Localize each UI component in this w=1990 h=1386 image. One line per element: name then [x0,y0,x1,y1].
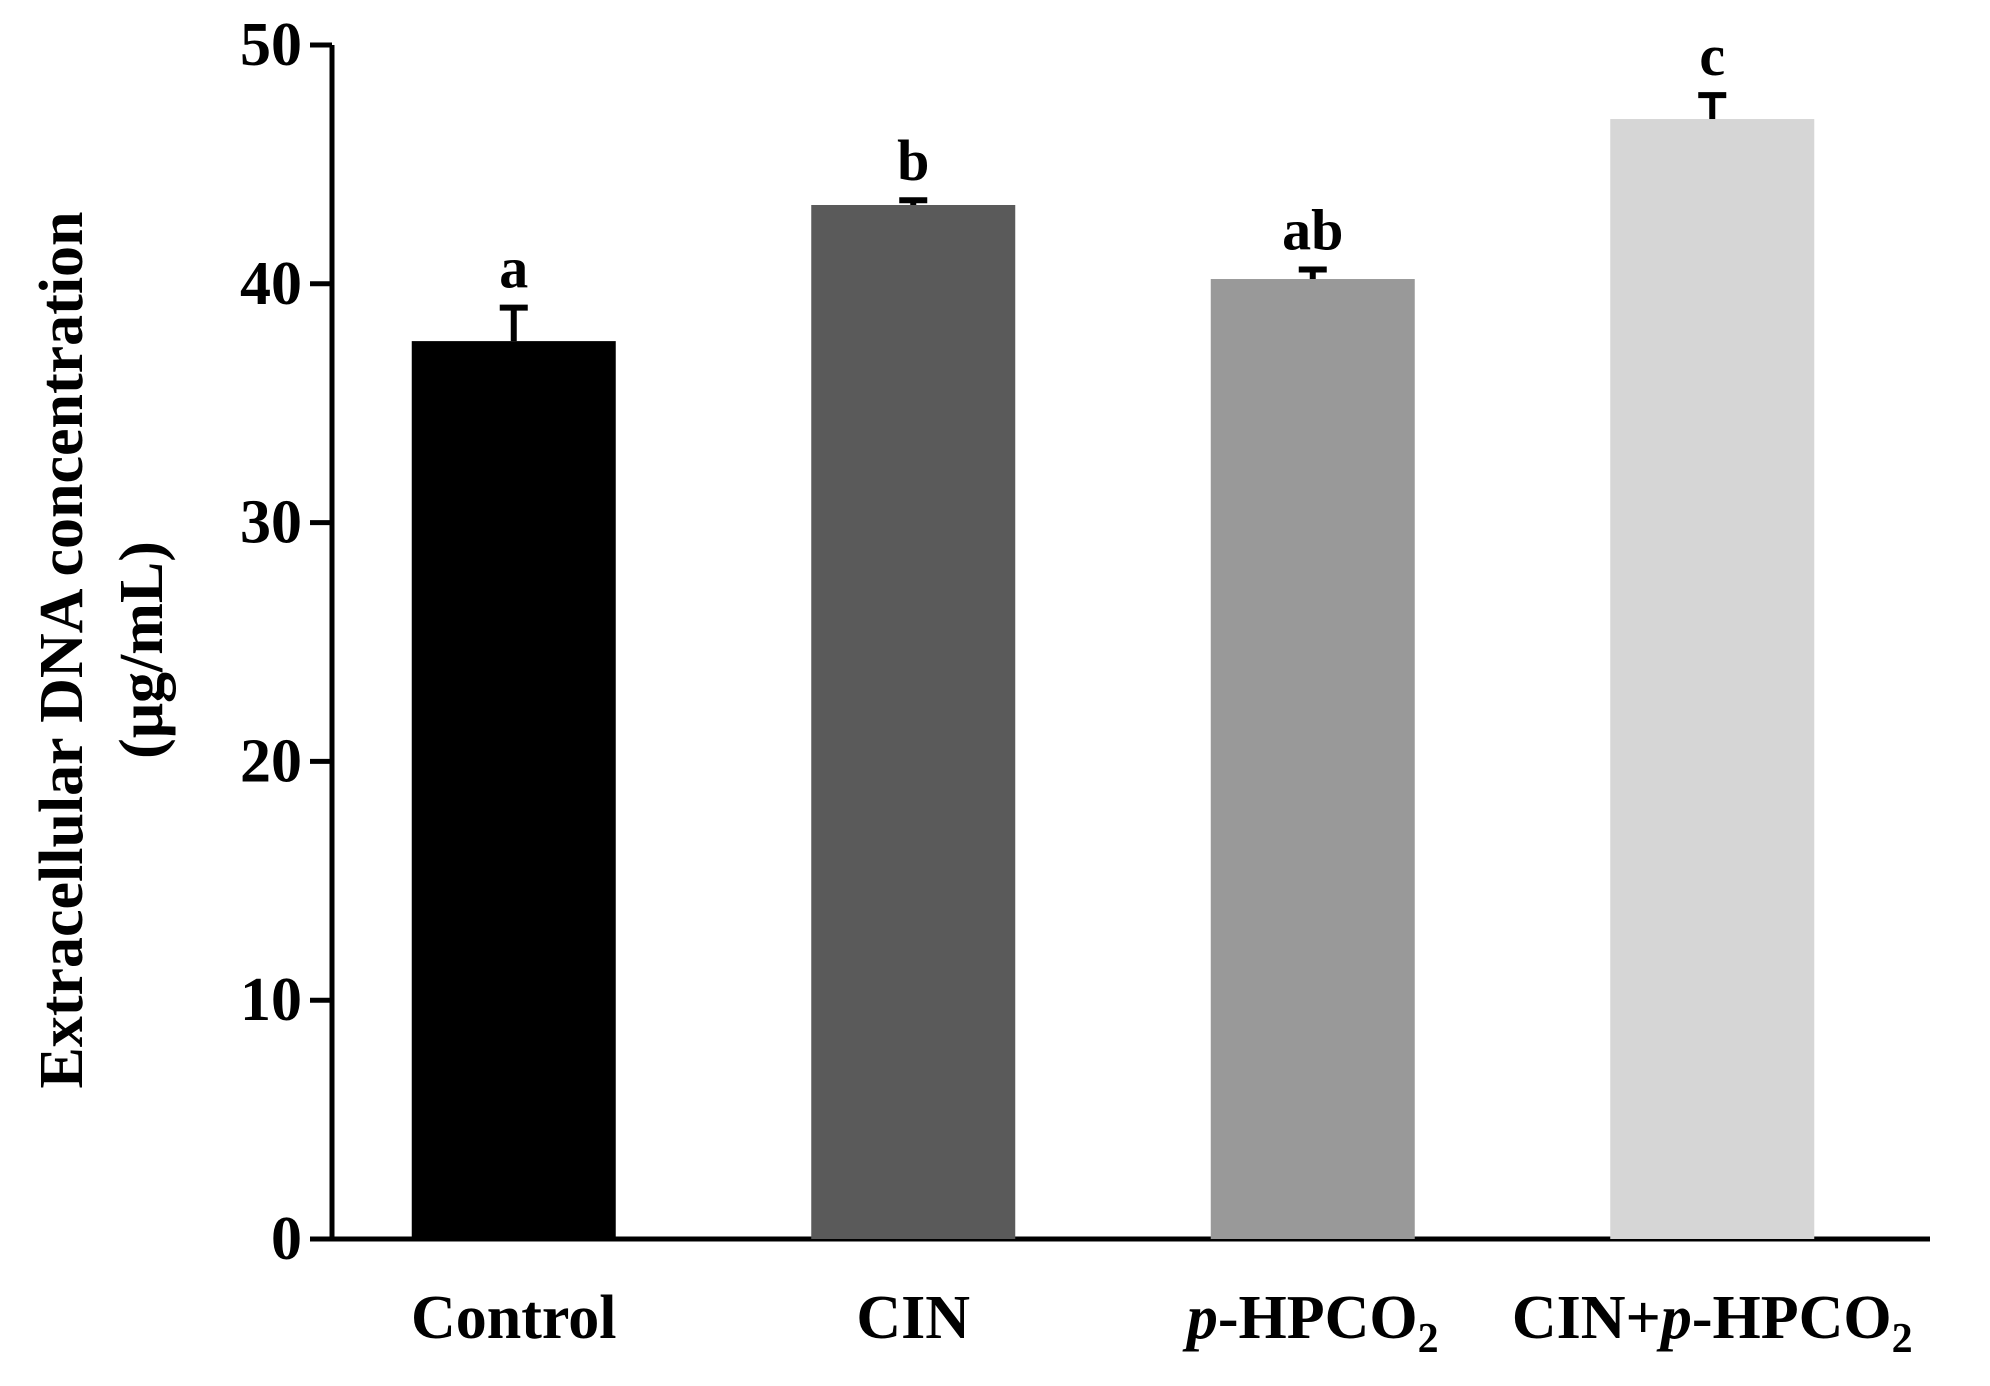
y-tick-label: 10 [240,966,302,1034]
significance-cin-p-hpco2: c [1699,23,1725,88]
y-axis-title-line1: Extracellular DNA concentration [28,211,96,1088]
y-tick-label: 20 [240,727,302,795]
significance-p-hpco2: ab [1282,197,1343,262]
category-labels: Control CIN p-HPCO2 CIN+p-HPCO2 [411,1284,1913,1362]
y-tick-label: 0 [271,1205,302,1273]
y-axis-title-line2: (μg/mL) [108,541,176,759]
bar-p-hpco2 [1210,279,1415,1239]
significance-cin: b [897,128,929,193]
bars [411,119,1815,1240]
y-axis: 0 10 20 30 40 50 [240,11,335,1273]
y-tick-label: 40 [240,250,302,318]
category-label-p-hpco2: p-HPCO2 [1182,1284,1439,1362]
significance-control: a [499,236,528,301]
bar-control [411,341,616,1239]
error-bars [499,92,1727,342]
bar-cin-p-hpco2 [1610,119,1815,1240]
category-label-control: Control [411,1284,617,1352]
category-label-cin-p-hpco2: CIN+p-HPCO2 [1512,1284,1913,1362]
bar-cin [811,204,1016,1240]
y-tick-label: 30 [240,489,302,557]
category-label-cin: CIN [856,1284,970,1352]
y-tick-label: 50 [240,11,302,79]
